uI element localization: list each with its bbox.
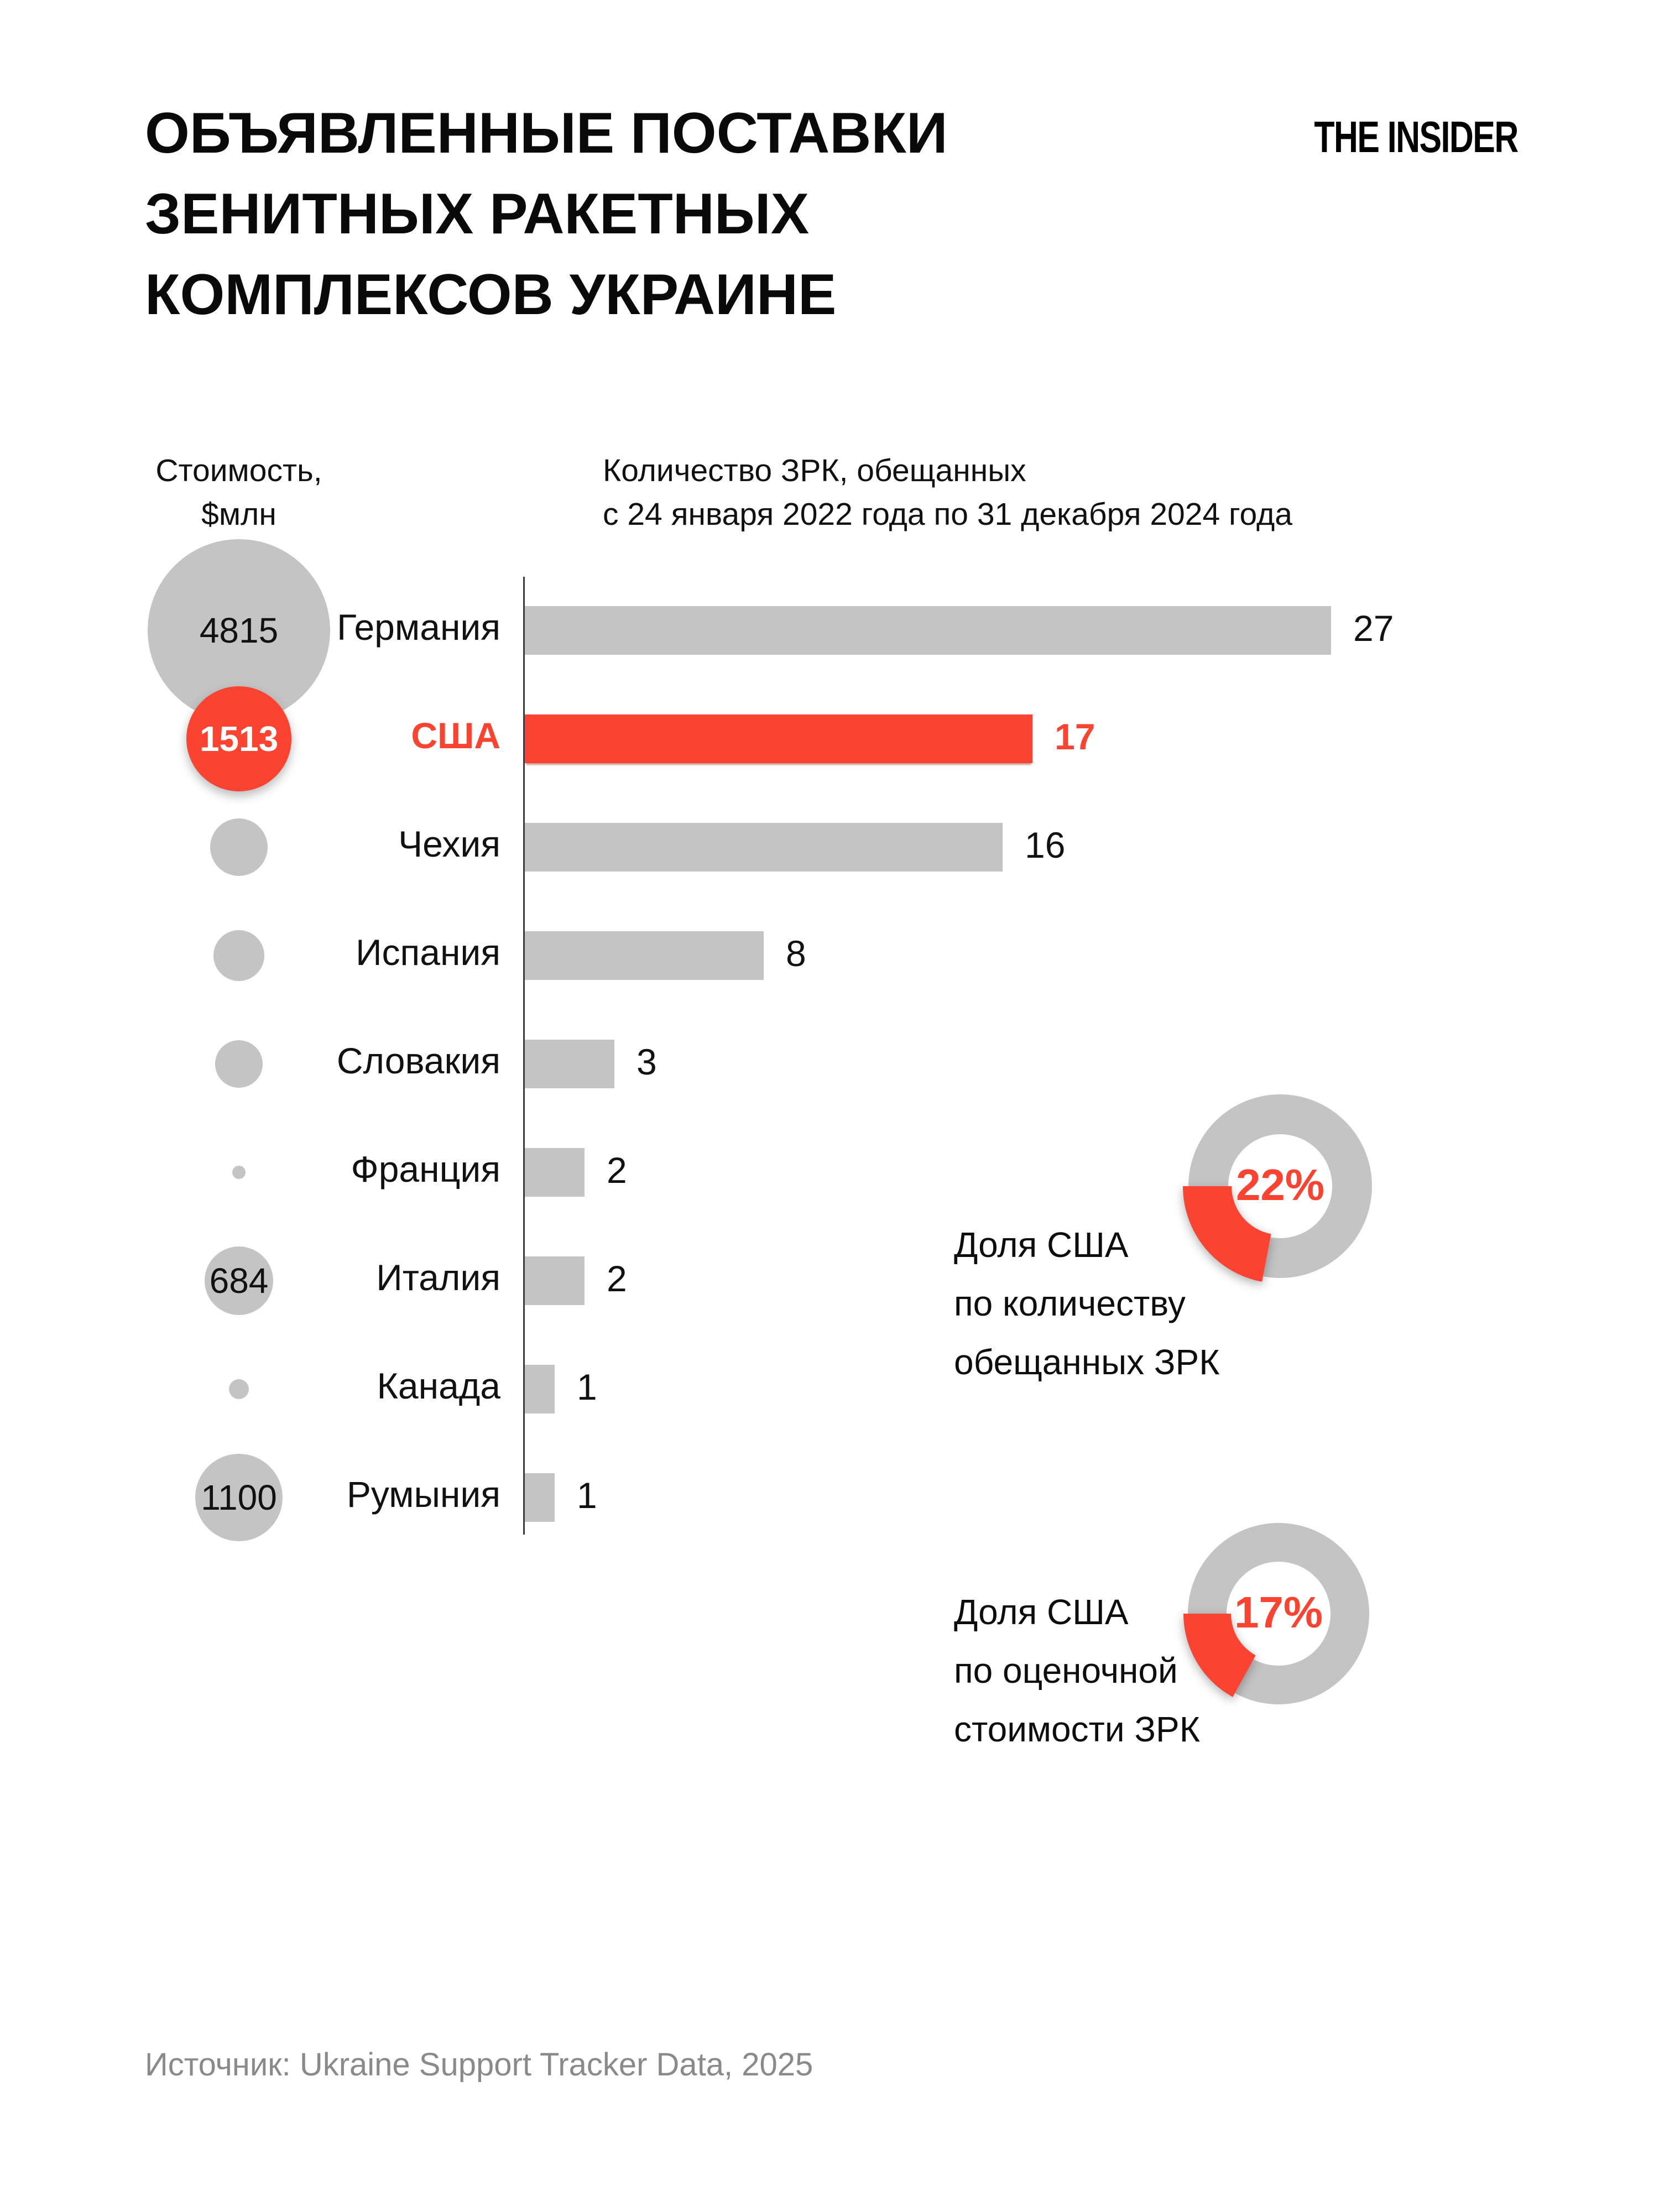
donut-slice-usa bbox=[1183, 1186, 1271, 1282]
page-title: ОБЪЯВЛЕННЫЕ ПОСТАВКИ ЗЕНИТНЫХ РАКЕТНЫХ К… bbox=[145, 93, 1251, 335]
country-label-Канада: Канада bbox=[377, 1365, 500, 1406]
cost-bubble-value: 684 bbox=[209, 1261, 269, 1301]
bar-value-США: 17 bbox=[1055, 716, 1095, 757]
bar-value-Франция: 2 bbox=[607, 1150, 627, 1191]
bar-value-Испания: 8 bbox=[786, 933, 806, 974]
donut-svg bbox=[1183, 1094, 1372, 1282]
donut-percent-value: 17% bbox=[1234, 1588, 1323, 1637]
donut-caption-line: Доля США bbox=[954, 1225, 1129, 1265]
cost-bubble-Франция bbox=[232, 1166, 246, 1179]
cost-bubble-Испания bbox=[213, 930, 264, 981]
country-label-Германия: Германия bbox=[337, 607, 500, 648]
country-label-США: США bbox=[411, 715, 500, 756]
donut-slice-usa bbox=[1183, 1614, 1256, 1697]
donut-svg bbox=[1183, 1523, 1369, 1704]
donut-caption: Доля США по оценочной стоимости ЗРК bbox=[954, 1583, 1200, 1759]
donut-caption-line: по оценочной bbox=[954, 1651, 1178, 1691]
bar-США bbox=[525, 714, 1032, 763]
bar-Италия bbox=[525, 1256, 585, 1305]
cost-column-header: Стоимость, $млн bbox=[101, 449, 377, 536]
cost-header-line-2: $млн bbox=[201, 497, 276, 532]
bar-chart-axis-line bbox=[523, 577, 525, 1535]
title-line-1: ОБЪЯВЛЕННЫЕ ПОСТАВКИ bbox=[145, 101, 948, 165]
country-label-Франция: Франция bbox=[351, 1149, 500, 1190]
bar-value-Чехия: 16 bbox=[1025, 825, 1066, 865]
cost-bubble-Канада bbox=[229, 1379, 249, 1399]
donut-caption-line: по количеству bbox=[954, 1284, 1186, 1323]
donut-caption-line: стоимости ЗРК bbox=[954, 1709, 1200, 1749]
country-label-Испания: Испания bbox=[356, 932, 500, 973]
cost-bubble-value: 4815 bbox=[199, 611, 279, 650]
bar-Румыния bbox=[525, 1473, 555, 1522]
bar-Франция bbox=[525, 1148, 585, 1197]
count-column-header: Количество ЗРК, обещанных с 24 января 20… bbox=[603, 449, 1543, 536]
bar-value-Италия: 2 bbox=[607, 1258, 627, 1299]
cost-bubble-value: 1100 bbox=[201, 1478, 277, 1517]
bar-Чехия bbox=[525, 823, 1003, 872]
title-line-2: ЗЕНИТНЫХ РАКЕТНЫХ bbox=[145, 182, 810, 246]
cost-bubble-value: 1513 bbox=[199, 719, 279, 759]
donut-chart-22%: 22% bbox=[1170, 1076, 1391, 1297]
bar-value-Румыния: 1 bbox=[577, 1475, 597, 1516]
country-label-Словакия: Словакия bbox=[336, 1040, 500, 1081]
cost-bubble-США: 1513 bbox=[186, 686, 291, 791]
donut-caption-line: обещанных ЗРК bbox=[954, 1342, 1220, 1382]
bar-Канада bbox=[525, 1365, 555, 1413]
cost-bubble-Италия: 684 bbox=[205, 1246, 273, 1315]
bar-value-Словакия: 3 bbox=[637, 1041, 657, 1082]
cost-header-line-1: Стоимость, bbox=[155, 453, 322, 488]
bar-value-Канада: 1 bbox=[577, 1366, 597, 1407]
donut-caption-line: Доля США bbox=[954, 1592, 1129, 1632]
bar-value-Германия: 27 bbox=[1353, 608, 1394, 649]
donut-caption: Доля США по количеству обещанных ЗРК bbox=[954, 1215, 1219, 1391]
country-label-Румыния: Румыния bbox=[346, 1474, 500, 1515]
country-label-Чехия: Чехия bbox=[398, 823, 500, 864]
bar-Словакия bbox=[525, 1040, 614, 1088]
donut-percent-value: 22% bbox=[1235, 1160, 1325, 1210]
title-line-3: КОМПЛЕКСОВ УКРАИНЕ bbox=[145, 263, 837, 327]
bar-Германия bbox=[525, 606, 1331, 655]
count-header-line-1: Количество ЗРК, обещанных bbox=[603, 453, 1026, 488]
cost-bubble-Румыния: 1100 bbox=[195, 1454, 283, 1541]
donut-chart-17%: 17% bbox=[1168, 1503, 1389, 1724]
count-header-line-2: с 24 января 2022 года по 31 декабря 2024… bbox=[603, 497, 1292, 532]
cost-bubble-Словакия bbox=[215, 1040, 263, 1088]
source-note: Источник: Ukraine Support Tracker Data, … bbox=[145, 2047, 813, 2083]
cost-bubble-Чехия bbox=[210, 818, 268, 876]
country-label-Италия: Италия bbox=[376, 1257, 500, 1298]
the-insider-logo: THE INSIDER bbox=[1314, 112, 1519, 161]
bar-Испания bbox=[525, 931, 764, 980]
